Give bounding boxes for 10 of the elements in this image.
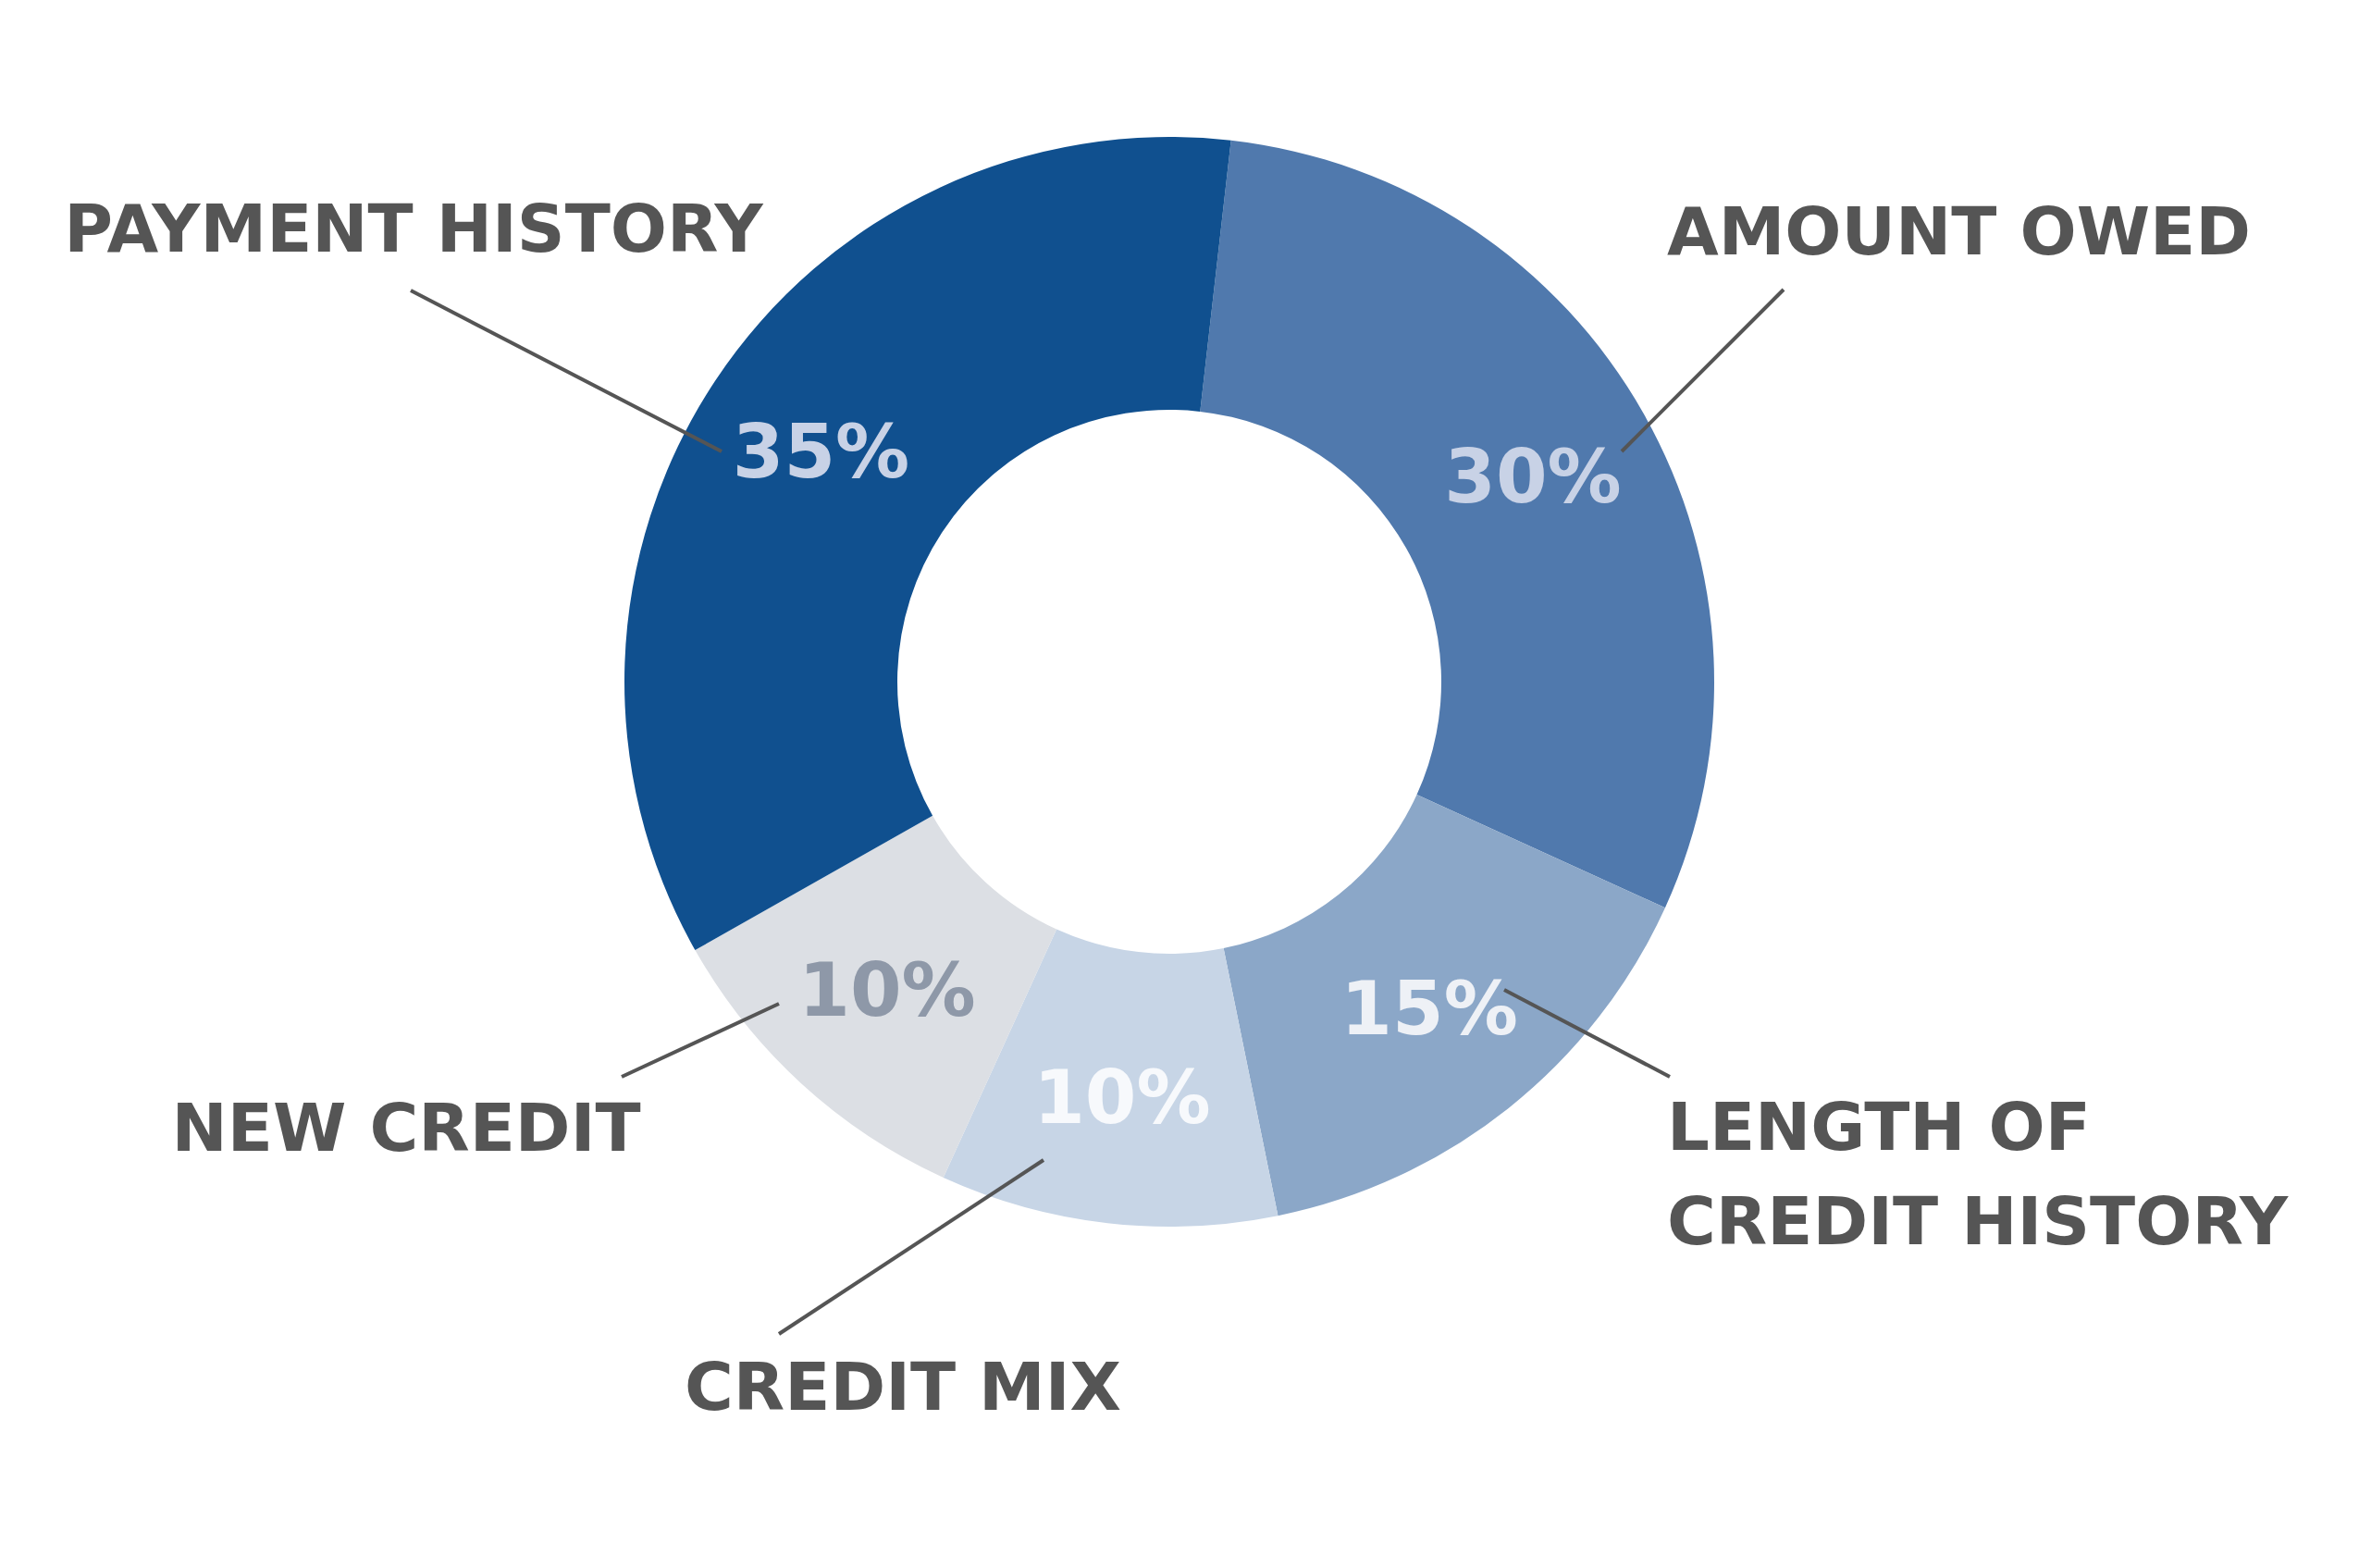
slice-label: CREDIT MIX [684,1347,1122,1426]
slice-label: PAYMENT HISTORY [64,189,764,267]
donut-slice [1223,794,1665,1216]
slice-label: AMOUNT OWED [1667,191,2252,270]
data-label: 35% [732,408,910,495]
data-label: 30% [1444,433,1622,520]
data-label: 15% [1340,966,1518,1053]
slice-label: LENGTH OF CREDIT HISTORY [1667,1087,2289,1260]
slice-label: NEW CREDIT [171,1088,641,1167]
data-label: 10% [798,946,976,1033]
